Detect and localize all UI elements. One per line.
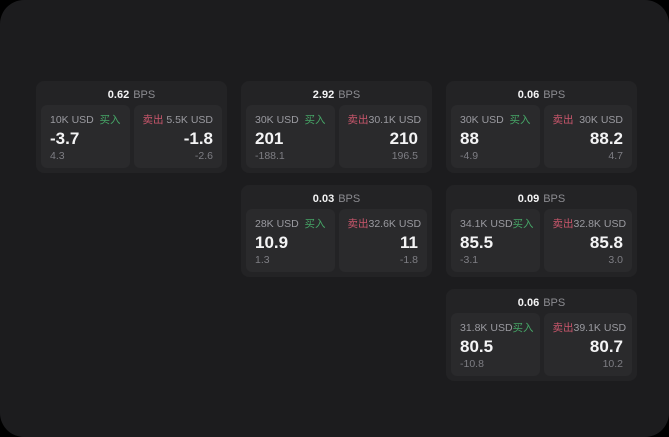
sell-sub-value: 4.7	[608, 150, 623, 162]
sell-sub-value: -1.8	[399, 254, 418, 266]
buy-side-label: 买入	[304, 114, 326, 126]
spread-card: 0.06 BPS 31.8K USD 买入 80.5 -10.8 卖出	[446, 289, 637, 381]
spread-bps-value: 2.92	[312, 89, 335, 101]
spread-bps-value: 0.06	[517, 297, 540, 309]
buy-price: 88	[460, 129, 479, 148]
spread-card-grid: 0.62 BPS 10K USD 买入 -3.7 4.3 卖出	[36, 81, 637, 381]
spread-header: 0.09 BPS	[451, 189, 632, 209]
sell-amount: 30K USD	[579, 114, 623, 126]
spread-bps-value: 0.06	[517, 89, 540, 101]
buy-amount: 34.1K USD	[460, 218, 513, 230]
sell-panel[interactable]: 卖出 30.1K USD 210 196.5	[338, 105, 427, 168]
sell-amount: 39.1K USD	[573, 322, 627, 334]
buy-panel[interactable]: 31.8K USD 买入 80.5 -10.8	[451, 313, 540, 376]
sell-side-label: 卖出	[552, 218, 574, 230]
buy-side-label: 买入	[512, 218, 534, 230]
sell-price: 80.7	[589, 337, 623, 356]
spread-card: 0.62 BPS 10K USD 买入 -3.7 4.3 卖出	[36, 81, 227, 173]
spread-bps-value: 0.09	[517, 193, 540, 205]
buy-panel[interactable]: 34.1K USD 买入 85.5 -3.1	[451, 209, 540, 272]
sell-sub-value: 10.2	[602, 358, 623, 370]
buy-side-label: 买入	[304, 218, 326, 230]
sell-panel[interactable]: 卖出 5.5K USD -1.8 -2.6	[133, 105, 222, 168]
buy-amount: 30K USD	[255, 114, 299, 126]
buy-amount: 31.8K USD	[460, 322, 513, 334]
buy-sub-value: 1.3	[255, 254, 270, 266]
sell-amount: 30.1K USD	[368, 114, 422, 126]
sell-sub-value: 3.0	[608, 254, 623, 266]
bps-unit-label: BPS	[338, 193, 361, 205]
spread-header: 0.62 BPS	[41, 85, 222, 105]
sell-amount: 32.8K USD	[573, 218, 627, 230]
sell-price: 210	[389, 129, 418, 148]
bps-unit-label: BPS	[543, 297, 566, 309]
sell-panel[interactable]: 卖出 32.6K USD 11 -1.8	[338, 209, 427, 272]
spread-card: 2.92 BPS 30K USD 买入 201 -188.1 卖出	[241, 81, 432, 173]
bps-unit-label: BPS	[133, 89, 156, 101]
buy-sub-value: 4.3	[50, 150, 65, 162]
spread-header: 0.06 BPS	[451, 293, 632, 313]
spread-header: 2.92 BPS	[246, 85, 427, 105]
buy-panel[interactable]: 30K USD 买入 88 -4.9	[451, 105, 540, 168]
sell-price: 88.2	[589, 129, 623, 148]
buy-sub-value: -188.1	[255, 150, 285, 162]
buy-side-label: 买入	[509, 114, 531, 126]
buy-side-label: 买入	[512, 322, 534, 334]
sell-panel[interactable]: 卖出 32.8K USD 85.8 3.0	[543, 209, 632, 272]
buy-sub-value: -3.1	[460, 254, 479, 266]
sell-amount: 32.6K USD	[368, 218, 422, 230]
buy-price: 85.5	[460, 233, 494, 252]
sell-sub-value: 196.5	[391, 150, 418, 162]
buy-sub-value: -4.9	[460, 150, 479, 162]
sell-price: -1.8	[183, 129, 213, 148]
bps-unit-label: BPS	[543, 193, 566, 205]
sell-side-label: 卖出	[142, 114, 164, 126]
bps-unit-label: BPS	[338, 89, 361, 101]
spread-header: 0.03 BPS	[246, 189, 427, 209]
spread-bps-value: 0.62	[107, 89, 130, 101]
spread-bps-value: 0.03	[312, 193, 335, 205]
sell-price: 85.8	[589, 233, 623, 252]
buy-amount: 30K USD	[460, 114, 504, 126]
sell-sub-value: -2.6	[194, 150, 213, 162]
buy-price: 10.9	[255, 233, 289, 252]
buy-sub-value: -10.8	[460, 358, 484, 370]
buy-price: 80.5	[460, 337, 494, 356]
sell-panel[interactable]: 卖出 30K USD 88.2 4.7	[543, 105, 632, 168]
sell-price: 11	[400, 233, 418, 252]
bps-unit-label: BPS	[543, 89, 566, 101]
buy-amount: 10K USD	[50, 114, 94, 126]
buy-panel[interactable]: 10K USD 买入 -3.7 4.3	[41, 105, 130, 168]
buy-price: 201	[255, 129, 284, 148]
buy-amount: 28K USD	[255, 218, 299, 230]
sell-panel[interactable]: 卖出 39.1K USD 80.7 10.2	[543, 313, 632, 376]
spread-header: 0.06 BPS	[451, 85, 632, 105]
buy-side-label: 买入	[99, 114, 121, 126]
buy-panel[interactable]: 30K USD 买入 201 -188.1	[246, 105, 335, 168]
spread-card: 0.09 BPS 34.1K USD 买入 85.5 -3.1 卖出	[446, 185, 637, 277]
spread-card: 0.03 BPS 28K USD 买入 10.9 1.3 卖出	[241, 185, 432, 277]
buy-panel[interactable]: 28K USD 买入 10.9 1.3	[246, 209, 335, 272]
buy-price: -3.7	[50, 129, 80, 148]
sell-side-label: 卖出	[552, 114, 574, 126]
sell-side-label: 卖出	[347, 114, 369, 126]
sell-side-label: 卖出	[347, 218, 369, 230]
sell-side-label: 卖出	[552, 322, 574, 334]
sell-amount: 5.5K USD	[166, 114, 213, 126]
spread-card: 0.06 BPS 30K USD 买入 88 -4.9 卖出	[446, 81, 637, 173]
